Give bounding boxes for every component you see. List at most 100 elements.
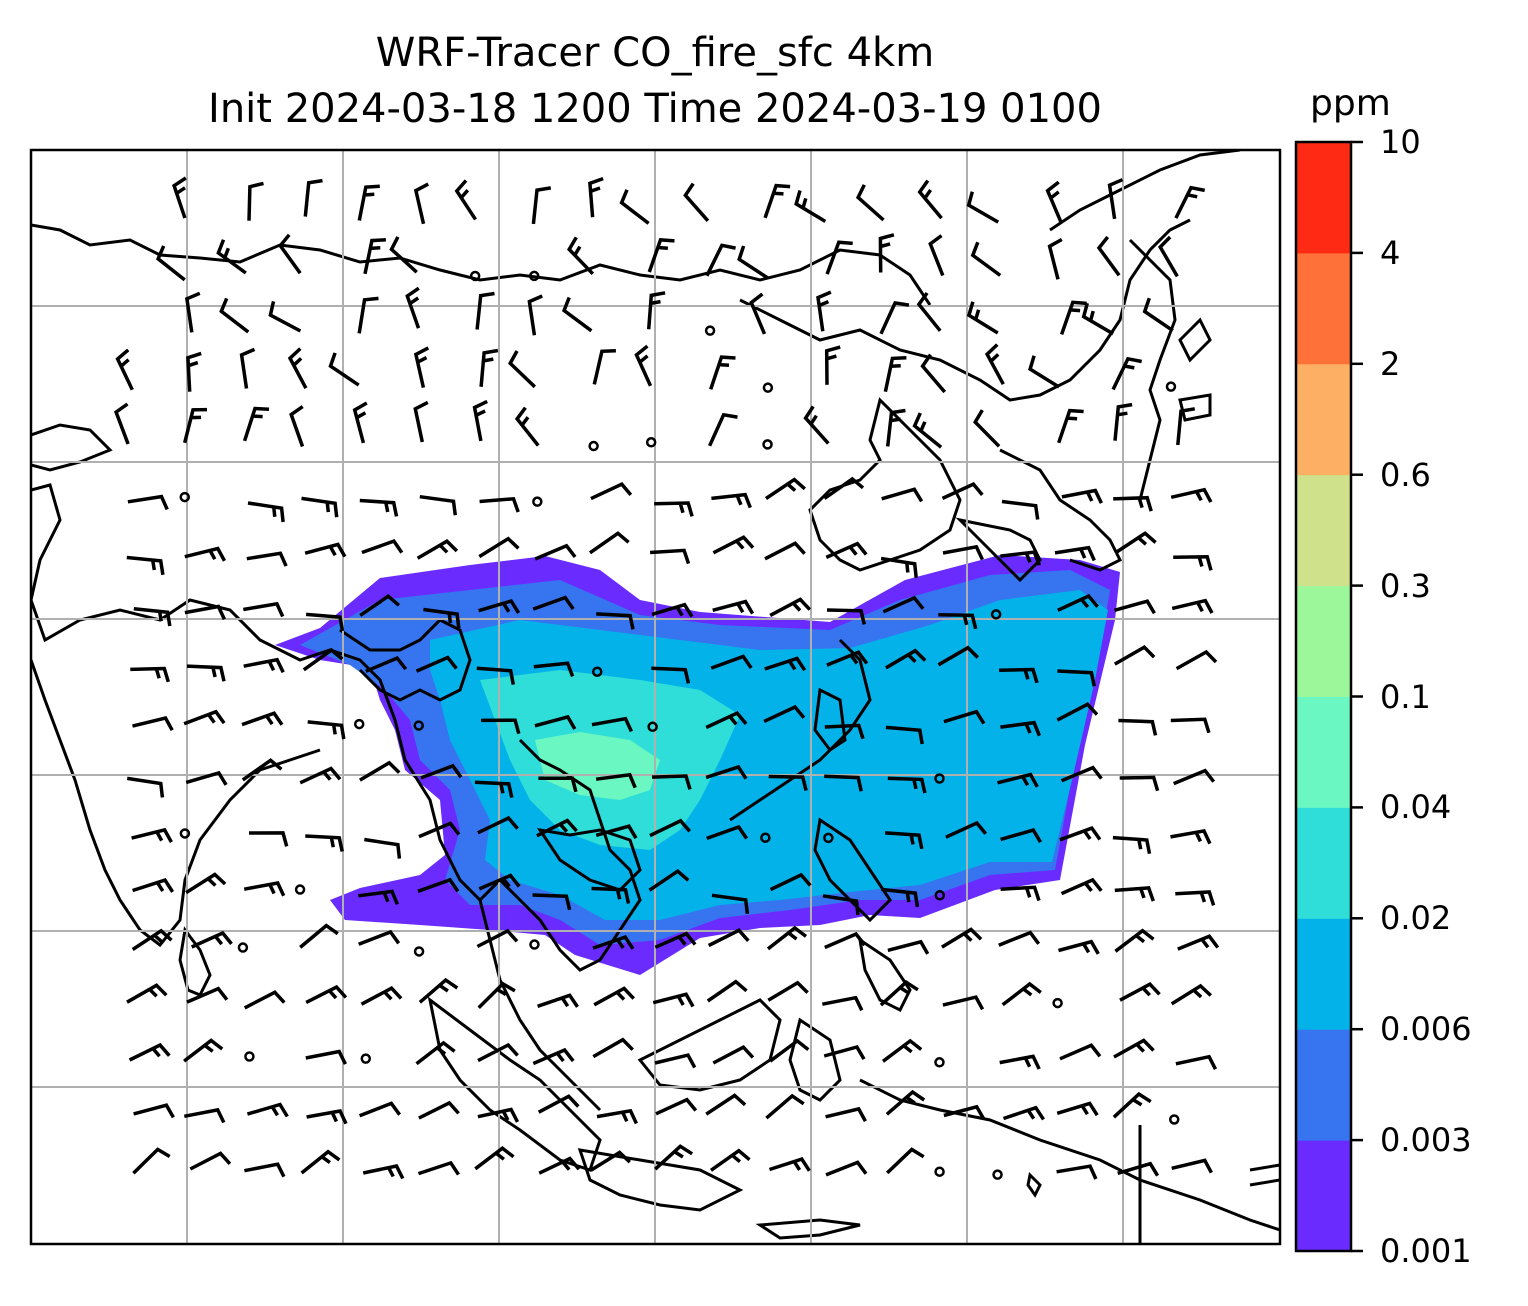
wind-barb — [984, 343, 1005, 386]
wind-barb — [244, 1162, 286, 1178]
wind-barb — [816, 290, 832, 332]
colorbar-tick-label: 0.04 — [1380, 788, 1452, 827]
wind-barb — [358, 1101, 402, 1118]
wind-barb — [1000, 550, 1042, 566]
wind-barb — [1158, 235, 1179, 278]
wind-barb — [767, 980, 809, 1002]
wind-barb — [824, 931, 867, 950]
wind-barb — [479, 348, 499, 387]
wind-barb — [155, 245, 186, 282]
wind-barb — [705, 243, 736, 277]
wind-barb — [1054, 545, 1096, 562]
wind-barb — [942, 995, 985, 1011]
wind-barb — [970, 241, 1002, 277]
wind-barb — [1119, 982, 1161, 1002]
wind-barb — [705, 764, 748, 780]
wind-barb — [1113, 645, 1156, 666]
wind-barb — [413, 182, 430, 225]
wind-barb — [1056, 1101, 1099, 1117]
wind-barb — [477, 815, 519, 835]
wind-barb — [1176, 407, 1196, 446]
wind-barb — [997, 772, 1039, 788]
wind-barb — [938, 612, 978, 630]
wind-barb — [826, 608, 867, 625]
wind-barb — [360, 986, 403, 1006]
wind-barb — [879, 300, 910, 335]
wind-barb — [359, 593, 401, 617]
wind-barb — [537, 993, 579, 1008]
wind-barb — [825, 1160, 868, 1177]
wind-barb — [185, 872, 227, 895]
wind-barb — [1171, 1158, 1213, 1174]
colorbar-segment — [1296, 1029, 1351, 1141]
wind-barb — [882, 595, 925, 614]
wind-barb — [1113, 402, 1133, 441]
wind-barb — [113, 402, 130, 445]
co-concentration-field — [275, 555, 1120, 975]
wind-barb — [763, 183, 791, 219]
wind-barb — [708, 412, 738, 447]
wind-barb — [357, 184, 380, 221]
wind-barb — [128, 1042, 171, 1062]
wind-barb — [479, 496, 520, 513]
calm-wind-circle — [237, 942, 249, 953]
wind-barb — [1142, 297, 1174, 333]
wind-barb — [768, 774, 808, 792]
wind-barb — [186, 351, 202, 392]
calm-wind-circle — [360, 1053, 372, 1064]
calm-wind-circle — [244, 1051, 255, 1062]
wind-barb — [705, 710, 748, 730]
wind-barb — [416, 539, 459, 560]
wind-barb — [363, 238, 386, 275]
wind-barb — [765, 477, 806, 500]
wind-barbs — [113, 176, 1220, 1180]
wind-barb — [1173, 555, 1213, 571]
wind-barb — [768, 1157, 811, 1172]
wind-barb — [536, 818, 578, 838]
map-subtitle: Init 2024-03-18 1200 Time 2024-03-19 010… — [208, 86, 1102, 132]
wind-barb — [419, 494, 458, 516]
wind-barb — [415, 655, 458, 673]
wind-barb — [420, 763, 463, 780]
wind-barb — [305, 612, 345, 632]
wind-barb — [533, 661, 575, 678]
wind-barb — [364, 837, 402, 859]
wind-barb — [359, 498, 399, 517]
wind-barb — [183, 1038, 224, 1063]
wind-barb — [769, 1038, 810, 1063]
wind-barb — [1175, 649, 1218, 671]
wind-barb — [920, 353, 947, 394]
wind-barb — [1000, 885, 1041, 902]
wind-barb — [803, 405, 830, 445]
colorbar-tick-label: 2 — [1380, 344, 1401, 383]
wind-barb — [476, 928, 519, 949]
wind-barb — [649, 548, 691, 565]
wind-barb — [1057, 593, 1099, 612]
wind-barb — [358, 889, 400, 905]
wind-barb — [126, 983, 168, 1004]
wind-barb — [998, 930, 1041, 947]
wind-barb — [880, 556, 918, 578]
wind-barb — [246, 1102, 289, 1118]
wind-barb — [825, 541, 868, 559]
wind-barb — [299, 923, 339, 949]
wind-barb — [1119, 775, 1160, 792]
calm-wind-circle — [1052, 997, 1063, 1009]
wind-barb — [749, 292, 767, 335]
wind-barb — [941, 481, 984, 500]
wind-barb — [588, 531, 630, 555]
wind-barb — [916, 291, 942, 332]
wind-barb — [883, 355, 907, 393]
calm-wind-circle — [934, 1166, 945, 1177]
wind-barb — [243, 881, 286, 897]
calm-wind-circle — [647, 721, 658, 733]
wind-barb — [1057, 408, 1084, 444]
wind-barb — [651, 666, 691, 684]
wind-barb — [709, 355, 736, 390]
colorbar-segment — [1296, 1140, 1351, 1252]
wind-barb — [945, 820, 988, 839]
wind-barb — [561, 296, 593, 333]
wind-barb — [1173, 768, 1216, 786]
wind-barb — [966, 301, 999, 335]
wind-barb — [943, 709, 986, 725]
